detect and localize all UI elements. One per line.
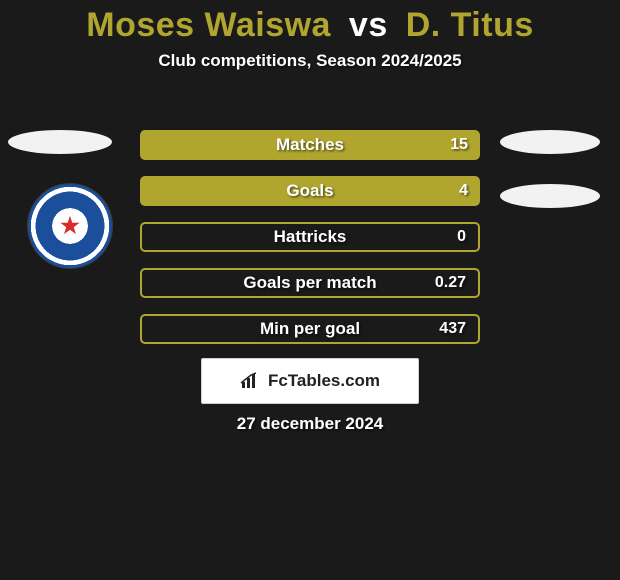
brand-box: FcTables.com xyxy=(201,358,419,404)
stat-value: 15 xyxy=(450,136,468,154)
stat-bar: Hattricks 0 xyxy=(140,222,480,252)
stat-bar: Goals 4 xyxy=(140,176,480,206)
date-text: 27 december 2024 xyxy=(237,414,384,434)
club-logo-star-icon: ★ xyxy=(60,213,80,239)
side-oval-right-bottom xyxy=(500,184,600,208)
stat-value: 0 xyxy=(457,228,466,246)
stat-label: Min per goal xyxy=(260,319,360,339)
stat-value: 437 xyxy=(439,320,466,338)
stat-label: Matches xyxy=(276,135,344,155)
stat-label: Goals xyxy=(286,181,333,201)
side-oval-left xyxy=(8,130,112,154)
club-logo-supersport: ★ xyxy=(28,184,112,268)
stat-label: Goals per match xyxy=(243,273,376,293)
stat-bar: Matches 15 xyxy=(140,130,480,160)
stat-bar: Goals per match 0.27 xyxy=(140,268,480,298)
player2-name: D. Titus xyxy=(406,6,534,44)
side-oval-right-top xyxy=(500,130,600,154)
bar-list: Matches 15 Goals 4 Hattricks 0 Goals per match… xyxy=(140,130,480,360)
subtitle: Club competitions, Season 2024/2025 xyxy=(0,51,620,71)
stat-value: 4 xyxy=(459,182,468,200)
stat-label: Hattricks xyxy=(274,227,347,247)
stat-value: 0.27 xyxy=(435,274,466,292)
bar-chart-icon xyxy=(240,372,262,390)
stat-bar: Min per goal 437 xyxy=(140,314,480,344)
page-title: Moses Waiswa vs D. Titus xyxy=(0,6,620,45)
vs-text: vs xyxy=(349,6,388,44)
player1-name: Moses Waiswa xyxy=(86,6,331,44)
comparison-infographic: Moses Waiswa vs D. Titus Club competitio… xyxy=(0,6,620,580)
brand-text: FcTables.com xyxy=(268,371,380,391)
